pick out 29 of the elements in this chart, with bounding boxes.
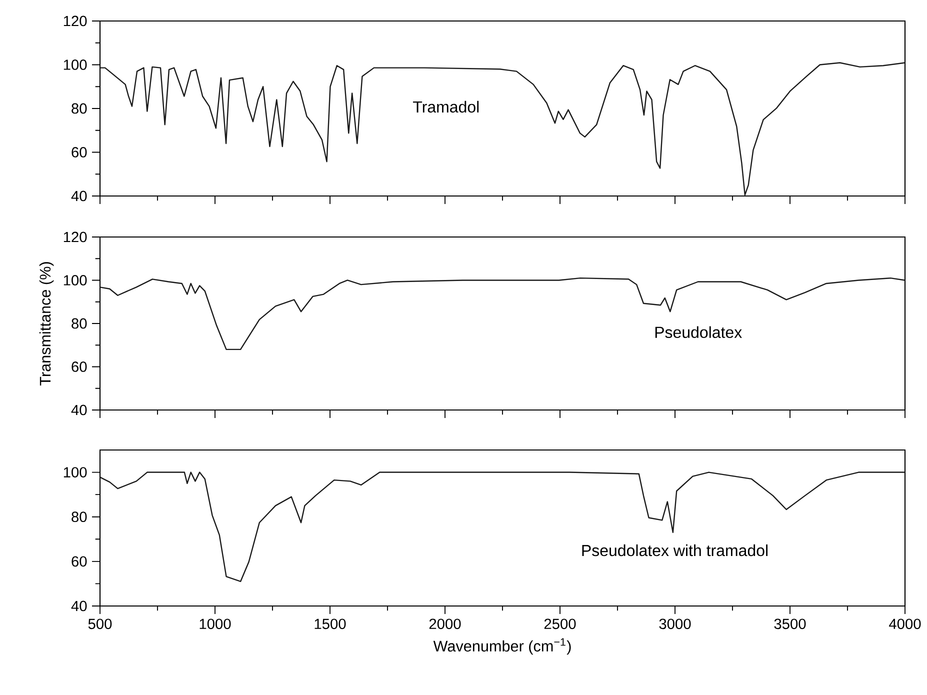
- x-tick-label: 1000: [200, 618, 231, 630]
- y-tick-label: 60: [72, 362, 87, 372]
- x-tick-label: 3500: [774, 618, 806, 630]
- y-tick-label: 40: [71, 600, 87, 612]
- line-series: [100, 277, 905, 350]
- y-tick-label: 60: [72, 147, 87, 158]
- line-series: [100, 62, 905, 196]
- x-tick-label: 2000: [429, 618, 461, 630]
- y-tick-label: 40: [71, 404, 87, 416]
- x-tick-label: 4000: [889, 618, 921, 630]
- y-tick-label: 120: [64, 232, 87, 242]
- y-tick-label: 120: [64, 16, 87, 26]
- y-tick-label: 100: [64, 275, 87, 286]
- x-tick-label: 3000: [659, 618, 691, 630]
- annotation: Tramadol: [413, 100, 479, 113]
- y-tick-label: 100: [64, 467, 87, 478]
- y-tick-label: 100: [64, 60, 87, 70]
- x-tick-label: 1500: [314, 618, 346, 630]
- y-axis-title: Transmittance (%): [39, 262, 54, 386]
- y-tick-label: 40: [71, 190, 87, 202]
- x-tick-label: 2500: [544, 618, 576, 630]
- y-tick-label: 60: [72, 556, 87, 567]
- annotation: Pseudolatex: [655, 326, 742, 338]
- y-tick-label: 80: [72, 512, 87, 522]
- x-tick-label: 500: [88, 618, 112, 630]
- y-tick-label: 80: [72, 103, 87, 114]
- x-axis-title: Wavenumber (cm$^{−1}$): [433, 638, 571, 655]
- y-tick-label: 80: [72, 318, 87, 329]
- annotation: Pseudolatex with tramadol: [582, 544, 768, 556]
